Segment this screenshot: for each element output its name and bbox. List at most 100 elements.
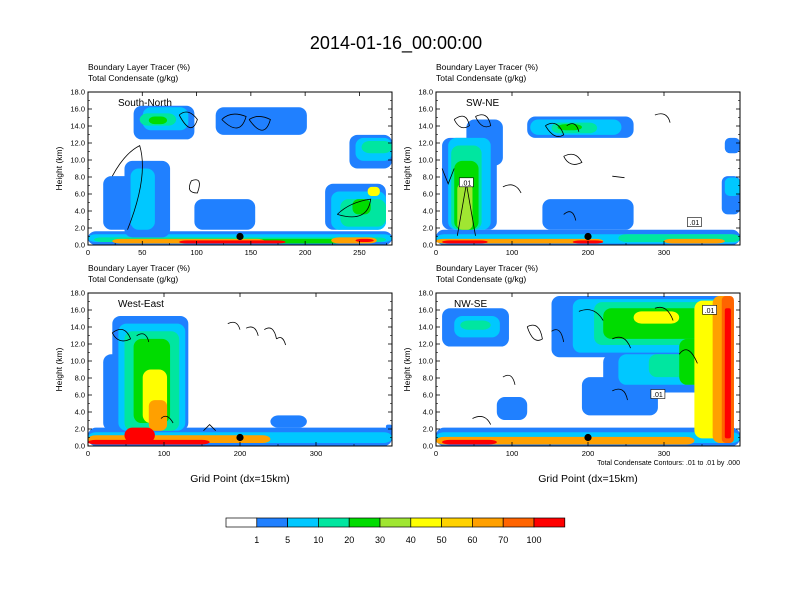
location-marker xyxy=(236,232,244,241)
tracer-fill xyxy=(724,308,731,439)
tracer-fill xyxy=(581,377,658,416)
tracer-fill xyxy=(130,168,155,230)
contour-label: .01 xyxy=(690,220,700,227)
condensate-contour xyxy=(441,168,455,185)
colorbar-label: 40 xyxy=(406,535,416,545)
y-tick-label: 12.0 xyxy=(70,139,85,148)
x-tick-label: 300 xyxy=(658,449,671,458)
contour-label-box xyxy=(702,305,717,315)
y-tick-label: 6.0 xyxy=(423,391,433,400)
y-tick-label: 8.0 xyxy=(75,374,85,383)
tracer-fill xyxy=(367,186,380,197)
panel-title-tracer: Boundary Layer Tracer (%) xyxy=(436,263,538,273)
condensate-contour xyxy=(563,211,577,221)
x-tick-label: 0 xyxy=(86,248,90,257)
colorbar-label: 10 xyxy=(313,535,323,545)
x-tick-label: 100 xyxy=(190,248,203,257)
contour-label-box xyxy=(650,389,666,399)
tracer-fill xyxy=(148,116,168,125)
condensate-contour xyxy=(221,113,247,129)
y-tick-label: 18.0 xyxy=(70,289,85,298)
colorbar-swatch xyxy=(472,517,504,528)
condensate-contour xyxy=(337,198,372,218)
tracer-fill xyxy=(496,397,528,420)
y-tick-label: 8.0 xyxy=(75,173,85,182)
figure-title: 2014-01-16_00:00:00 xyxy=(310,33,482,54)
y-tick-label: 4.0 xyxy=(75,207,85,216)
colorbar-swatch xyxy=(410,517,442,528)
y-tick-label: 16.0 xyxy=(70,105,85,114)
tracer-fill xyxy=(194,199,256,230)
condensate-contour xyxy=(276,337,286,346)
panel-title-condensate: Total Condensate (g/kg) xyxy=(436,73,526,83)
y-tick-label: 12.0 xyxy=(70,340,85,349)
x-tick-label: 0 xyxy=(434,248,438,257)
colorbar-swatch xyxy=(225,517,258,528)
tracer-fill xyxy=(542,199,634,230)
colorbar-swatch xyxy=(348,517,381,528)
x-tick-label: 300 xyxy=(658,248,671,257)
x-tick-label: 200 xyxy=(582,248,595,257)
tracer-fill xyxy=(436,436,695,445)
y-tick-label: 0.0 xyxy=(423,241,433,250)
tracer-fill xyxy=(442,240,488,244)
y-tick-label: 10.0 xyxy=(418,357,433,366)
colorbar-label: 20 xyxy=(344,535,354,545)
tracer-fill xyxy=(270,415,307,428)
panel-sw-ne: .01 .01 0.0 2.0 4.0 6.0 8.0 10.0 12.0 14.0 16.0 18.… xyxy=(402,62,741,257)
condensate-contour xyxy=(502,374,516,385)
y-tick-label: 18.0 xyxy=(418,289,433,298)
y-tick-label: 16.0 xyxy=(70,306,85,315)
y-tick-label: 0.0 xyxy=(75,241,85,250)
y-tick-label: 10.0 xyxy=(70,156,85,165)
y-tick-label: 6.0 xyxy=(75,190,85,199)
panel-title-tracer: Boundary Layer Tracer (%) xyxy=(88,263,190,273)
x-tick-label: 100 xyxy=(506,248,519,257)
y-tick-label: 18.0 xyxy=(70,88,85,97)
cross-section-label: NW-SE xyxy=(454,299,487,310)
colorbar-swatch xyxy=(441,517,473,528)
condensate-contour xyxy=(453,115,470,129)
x-tick-label: 100 xyxy=(506,449,519,458)
location-marker xyxy=(584,232,592,241)
colorbar-label: 5 xyxy=(285,535,290,545)
x-axis-label: Grid Point (dx=15km) xyxy=(538,473,638,485)
x-tick-label: 50 xyxy=(138,248,146,257)
y-tick-label: 2.0 xyxy=(423,425,433,434)
colorbar-swatch xyxy=(318,517,350,528)
panel-title-condensate: Total Condensate (g/kg) xyxy=(436,274,526,284)
cross-section-label: West-East xyxy=(118,299,164,310)
condensate-contour xyxy=(502,184,522,194)
condensate-contour xyxy=(245,326,259,336)
condensate-contour xyxy=(566,123,580,132)
condensate-contour xyxy=(264,327,277,339)
y-tick-label: 6.0 xyxy=(75,391,85,400)
colorbar-swatch xyxy=(256,517,288,528)
y-tick-label: 0.0 xyxy=(75,442,85,451)
colorbar-label: 1 xyxy=(254,535,259,545)
condensate-contour xyxy=(612,175,625,179)
condensate-contour xyxy=(654,113,671,123)
condensate-contour xyxy=(203,424,216,431)
x-tick-label: 100 xyxy=(158,449,171,458)
contour-note: Total Condensate Contours: .01 to .01 by… xyxy=(597,460,740,467)
condensate-contour xyxy=(178,111,198,128)
y-tick-label: 4.0 xyxy=(423,408,433,417)
tracer-fill xyxy=(124,427,155,443)
panel-title-condensate: Total Condensate (g/kg) xyxy=(88,73,178,83)
y-tick-label: 4.0 xyxy=(423,207,433,216)
tracer-fill xyxy=(355,238,374,242)
condensate-contour xyxy=(551,329,565,343)
y-tick-label: 10.0 xyxy=(70,357,85,366)
panel-nw-se: .01 .01 0.0 2.0 4.0 6.0 8.0 10.0 12.0 14.0 16.0 18.… xyxy=(402,263,741,485)
condensate-contour xyxy=(475,114,492,128)
y-tick-label: 16.0 xyxy=(418,306,433,315)
condensate-contour xyxy=(526,324,543,341)
condensate-contour xyxy=(612,336,631,349)
y-tick-label: 2.0 xyxy=(75,425,85,434)
condensate-contour xyxy=(160,415,174,424)
condensate-contour xyxy=(248,116,271,131)
contour-label: .01 xyxy=(653,392,663,399)
tracer-fill xyxy=(148,400,168,431)
